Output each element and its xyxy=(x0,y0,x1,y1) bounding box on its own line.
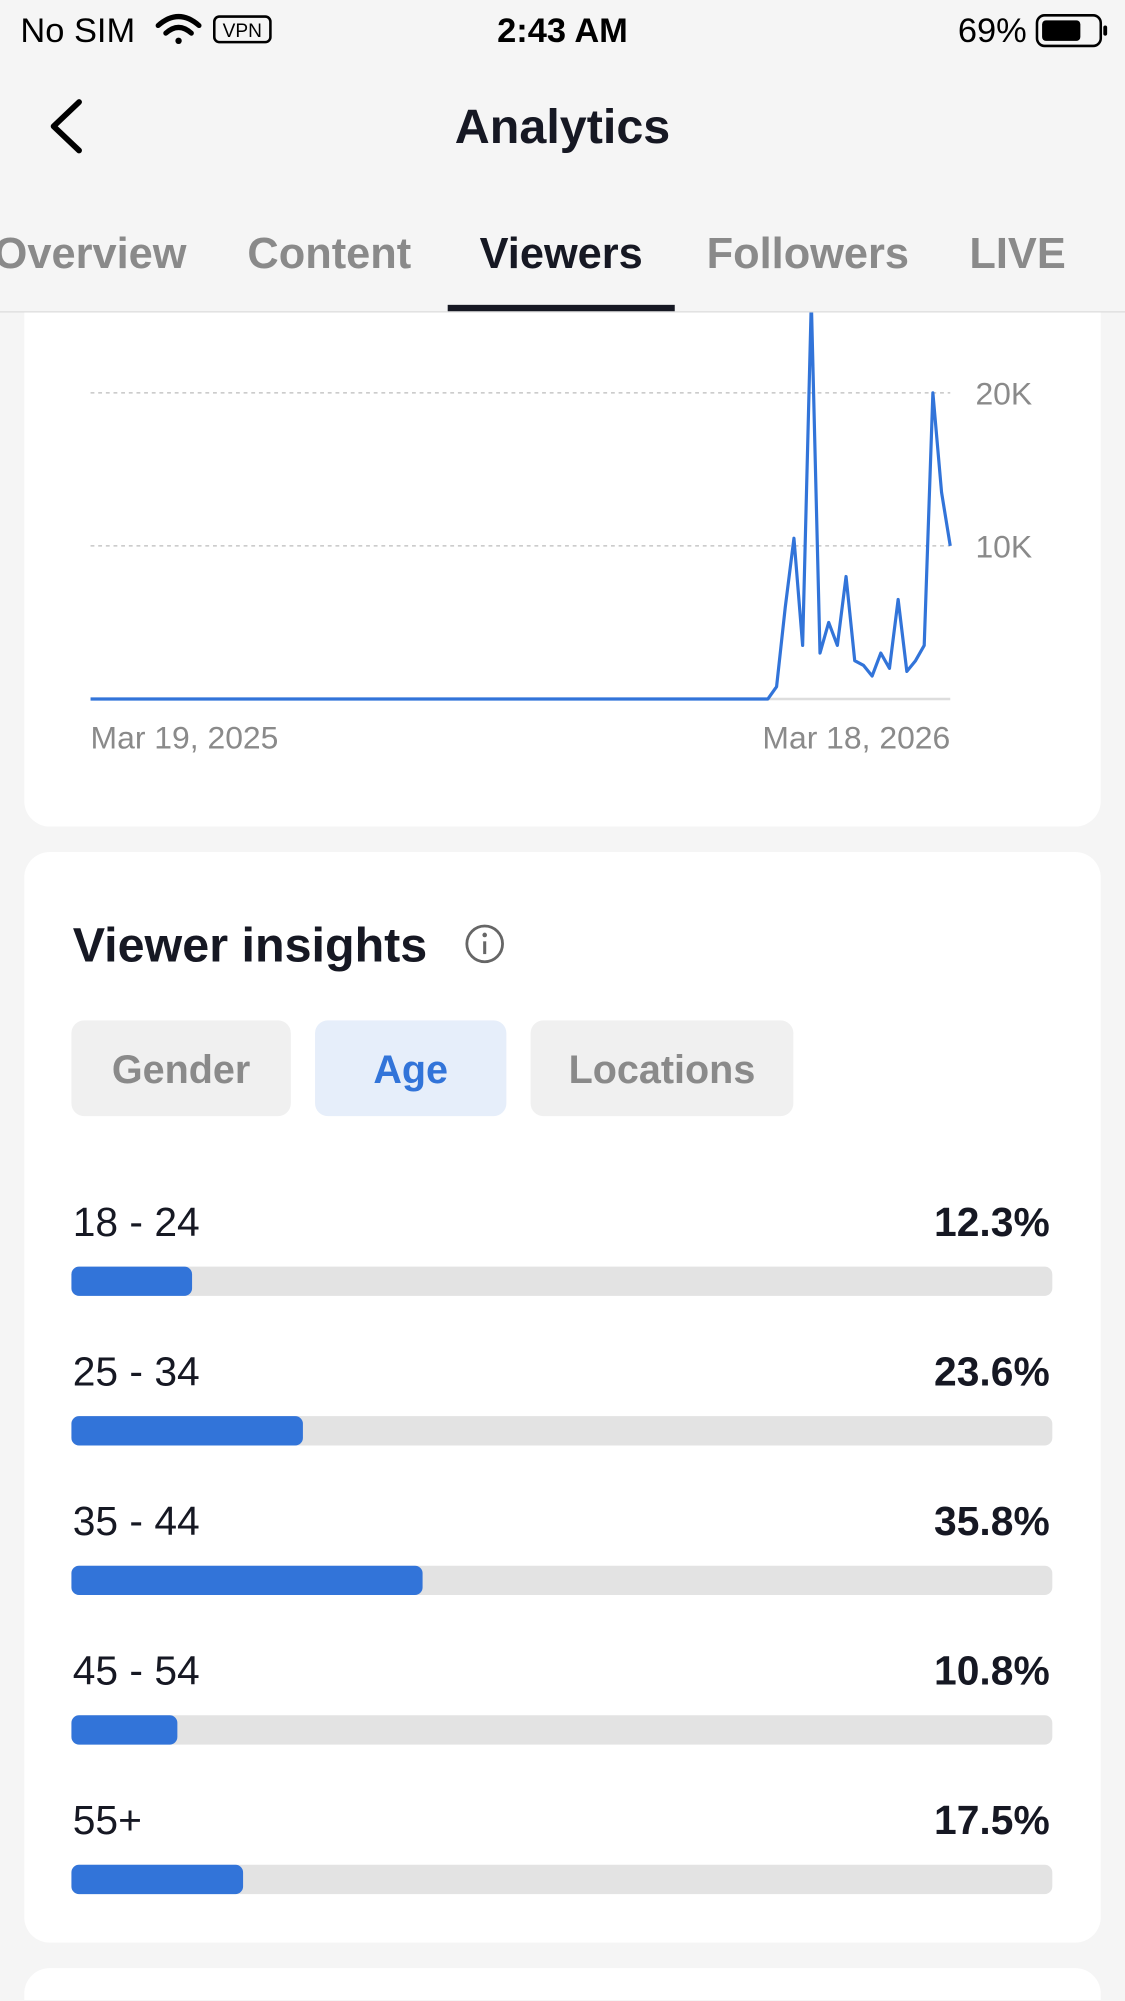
x-tick-label: Mar 19, 2025 xyxy=(91,720,279,756)
bar-track xyxy=(71,1416,1053,1446)
battery-percent: 69% xyxy=(958,12,1027,50)
age-label: 25 - 34 xyxy=(73,1349,200,1395)
age-label: 55+ xyxy=(73,1797,142,1843)
age-label: 18 - 24 xyxy=(73,1199,200,1245)
filter-pill[interactable] xyxy=(71,1020,291,1117)
filter-label[interactable]: Locations xyxy=(569,1048,756,1092)
line-chart: 10K 20K Mar 19, 2025 Mar 18, 2026 xyxy=(90,299,1032,756)
filter-pill[interactable] xyxy=(530,1020,794,1117)
age-bars: 18 - 24 12.3% 25 - 34 23.6% 35 - 44 35.8% 45 -… xyxy=(71,1199,1053,1895)
tab[interactable]: Followers xyxy=(707,230,909,278)
y-tick-label: 20K xyxy=(975,375,1032,411)
age-percent: 35.8% xyxy=(934,1498,1050,1544)
wifi-icon xyxy=(155,14,202,45)
header-bg xyxy=(0,0,1125,313)
clock: 2:43 AM xyxy=(497,12,628,50)
bar xyxy=(71,1864,244,1895)
age-percent: 23.6% xyxy=(934,1349,1050,1395)
filter-label[interactable]: Gender xyxy=(112,1048,250,1092)
tab-active[interactable]: Viewers xyxy=(480,230,643,278)
tab[interactable]: LIVE xyxy=(969,230,1065,278)
insights-card xyxy=(24,852,1101,1943)
bar-track xyxy=(71,1864,1053,1895)
bar-track xyxy=(71,1266,1053,1296)
battery-icon xyxy=(1035,14,1108,48)
back-button[interactable] xyxy=(50,99,82,154)
age-percent: 10.8% xyxy=(934,1648,1050,1694)
vpn-label: VPN xyxy=(223,21,262,42)
insights-title: Viewer insights xyxy=(73,919,428,973)
carrier: No SIM xyxy=(20,12,135,50)
bar xyxy=(71,1266,193,1296)
tab[interactable]: Overview xyxy=(0,230,187,278)
chart-card xyxy=(24,229,1101,827)
bar-track xyxy=(71,1715,1053,1745)
bar xyxy=(71,1715,178,1745)
page-title: Analytics xyxy=(455,100,670,154)
filter-label[interactable]: Age xyxy=(373,1048,448,1092)
age-label: 45 - 54 xyxy=(73,1648,200,1694)
tab-indicator xyxy=(447,304,675,312)
next-card xyxy=(24,1968,1101,2000)
line-series xyxy=(90,299,952,701)
age-percent: 17.5% xyxy=(934,1797,1050,1843)
age-label: 35 - 44 xyxy=(73,1498,200,1544)
filter-pill-active[interactable] xyxy=(315,1020,507,1117)
y-tick-label: 10K xyxy=(975,528,1032,564)
info-icon[interactable] xyxy=(465,924,504,964)
age-percent: 12.3% xyxy=(934,1199,1050,1245)
x-tick-label: Mar 18, 2026 xyxy=(762,720,950,756)
bar xyxy=(71,1565,423,1596)
vpn-badge xyxy=(213,15,272,44)
tab[interactable]: Content xyxy=(247,230,411,278)
bar xyxy=(71,1416,303,1446)
